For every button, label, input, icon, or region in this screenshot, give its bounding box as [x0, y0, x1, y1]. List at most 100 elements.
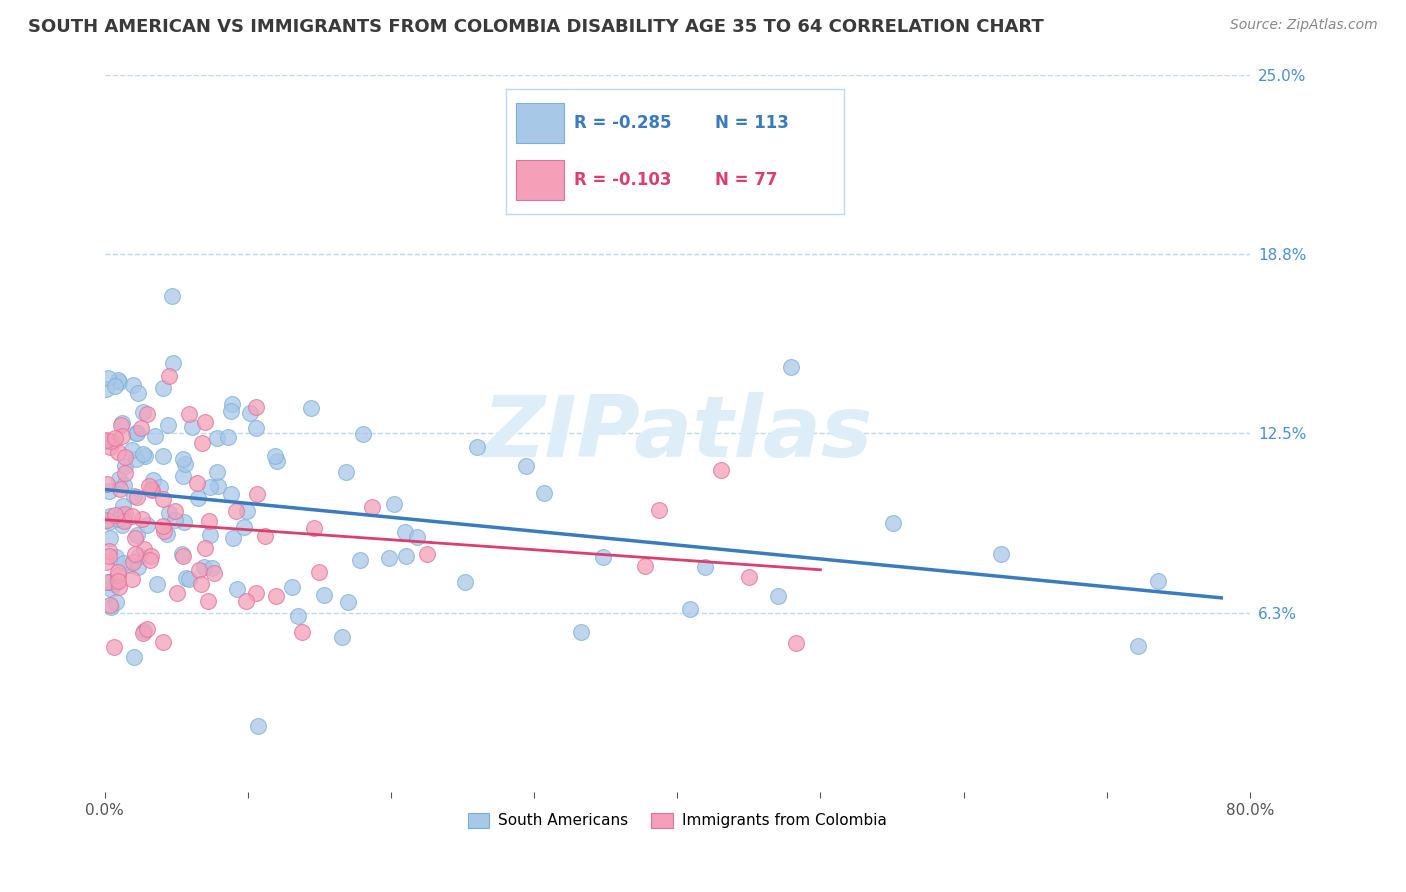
Point [110, 507, 132, 521]
Text: Source: ZipAtlas.com: Source: ZipAtlas.com [1230, 18, 1378, 32]
Point [235, 504, 257, 518]
Point [97, 371, 120, 385]
Point [122, 378, 145, 392]
Point [194, 541, 217, 556]
Point [111, 429, 134, 443]
Point [132, 624, 155, 638]
Point [122, 650, 145, 665]
Point [152, 519, 174, 533]
Point [225, 503, 247, 517]
Point [766, 589, 789, 603]
Point [221, 487, 243, 501]
Point [180, 420, 202, 434]
Point [197, 594, 219, 608]
Point [454, 575, 477, 590]
Point [152, 634, 174, 648]
Point [114, 467, 136, 481]
Point [361, 500, 384, 514]
Point [193, 559, 215, 574]
Point [110, 418, 132, 433]
Point [128, 549, 150, 563]
Point [141, 483, 163, 498]
Point [197, 514, 219, 528]
Point [352, 426, 374, 441]
Point [188, 563, 211, 577]
Point [312, 588, 335, 602]
Point [1126, 639, 1149, 653]
Point [245, 586, 267, 600]
Point [222, 531, 245, 545]
Point [107, 373, 129, 387]
Point [125, 451, 148, 466]
Point [121, 572, 143, 586]
Point [170, 548, 193, 562]
Point [245, 421, 267, 435]
Point [163, 504, 186, 518]
Point [127, 386, 149, 401]
Point [235, 593, 257, 607]
Point [779, 360, 801, 375]
Point [156, 527, 179, 541]
Point [990, 547, 1012, 561]
Point [882, 516, 904, 530]
Point [174, 571, 197, 585]
Point [100, 434, 122, 448]
Point [103, 577, 125, 591]
Point [152, 381, 174, 395]
Point [157, 506, 180, 520]
Point [201, 560, 224, 574]
Point [153, 524, 176, 538]
Point [207, 479, 229, 493]
Point [335, 465, 357, 479]
Point [382, 497, 405, 511]
Point [246, 487, 269, 501]
Point [678, 602, 700, 616]
Point [132, 626, 155, 640]
Point [139, 483, 162, 497]
Text: N = 113: N = 113 [716, 114, 789, 132]
Point [225, 582, 247, 596]
Point [112, 478, 135, 492]
Point [94, 433, 117, 447]
Point [104, 431, 127, 445]
Point [107, 445, 129, 459]
Point [114, 507, 136, 521]
Point [100, 598, 122, 612]
Point [205, 431, 228, 445]
Text: ZIPatlas: ZIPatlas [482, 392, 873, 475]
Point [104, 549, 127, 564]
Point [136, 408, 159, 422]
Point [465, 440, 488, 454]
Point [405, 530, 427, 544]
Point [299, 401, 322, 415]
Point [127, 490, 149, 504]
Point [98, 549, 121, 564]
Point [107, 565, 129, 579]
Point [104, 595, 127, 609]
Point [287, 609, 309, 624]
Point [124, 547, 146, 561]
Point [266, 454, 288, 468]
Point [139, 549, 162, 563]
Point [142, 473, 165, 487]
Point [152, 491, 174, 506]
Point [162, 356, 184, 370]
Point [200, 528, 222, 542]
Point [247, 718, 270, 732]
Point [253, 529, 276, 543]
Point [148, 480, 170, 494]
Point [98, 575, 121, 590]
Point [97, 516, 120, 530]
Point [129, 421, 152, 435]
Point [124, 489, 146, 503]
Point [186, 475, 208, 490]
Point [172, 451, 194, 466]
Point [98, 440, 121, 454]
Text: N = 77: N = 77 [716, 171, 778, 189]
Point [101, 434, 124, 449]
Point [120, 558, 142, 572]
Point [107, 574, 129, 588]
Point [245, 400, 267, 414]
Point [177, 572, 200, 586]
Point [131, 511, 153, 525]
